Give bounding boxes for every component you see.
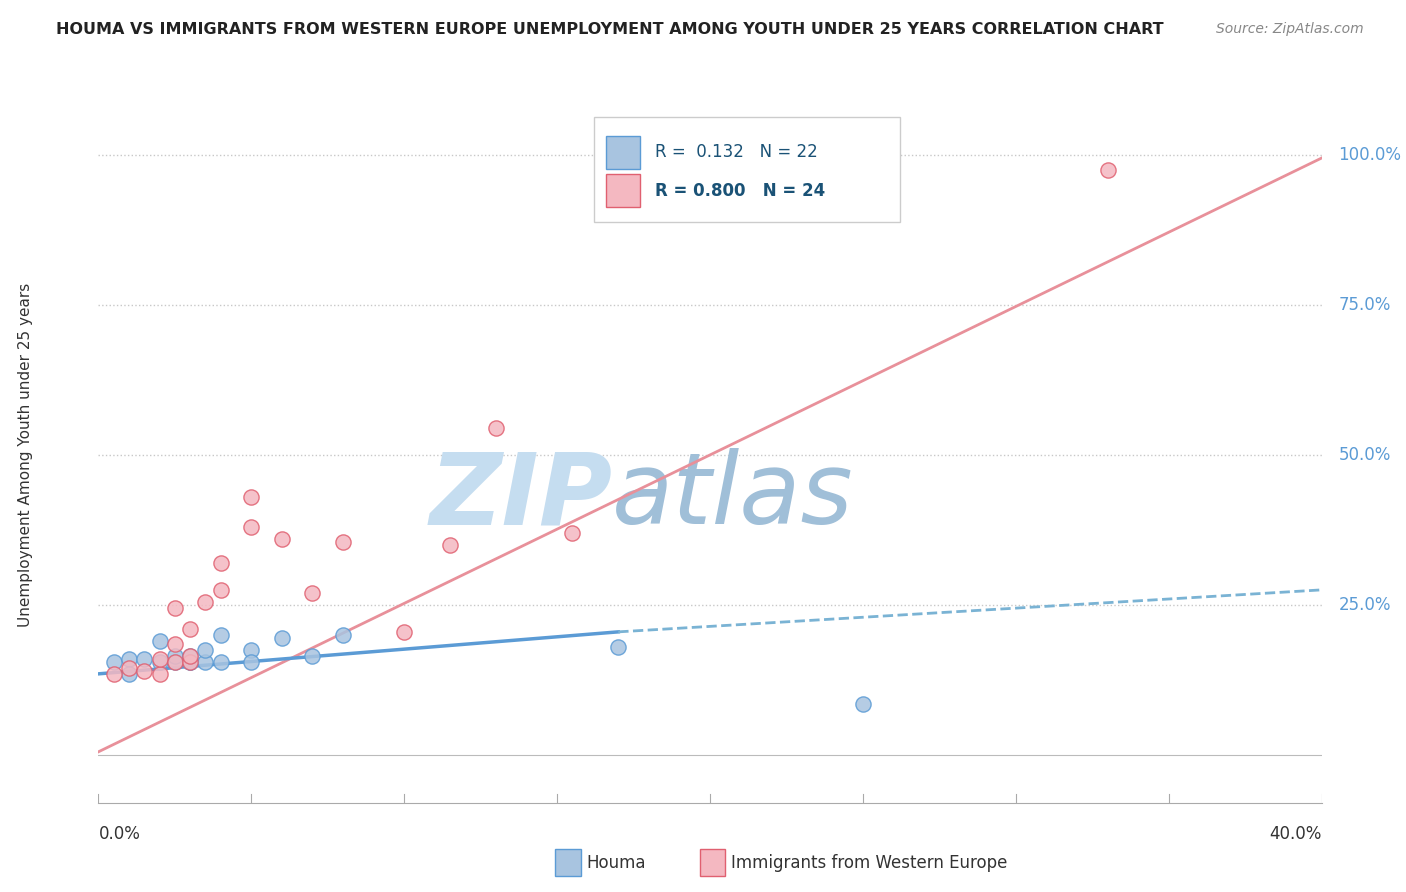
Point	[103, 655, 125, 669]
Point	[179, 655, 201, 669]
Point	[149, 652, 172, 666]
Text: 100.0%: 100.0%	[1339, 146, 1402, 164]
Point	[179, 655, 201, 669]
Point	[179, 648, 201, 663]
Point	[240, 520, 263, 534]
Point	[179, 622, 201, 636]
Point	[240, 643, 263, 657]
Text: ZIP: ZIP	[429, 448, 612, 545]
Text: 50.0%: 50.0%	[1339, 446, 1391, 464]
FancyBboxPatch shape	[593, 118, 900, 222]
Point	[485, 421, 508, 435]
Point	[163, 655, 186, 669]
Point	[163, 655, 186, 669]
Bar	[606, 174, 640, 207]
Text: HOUMA VS IMMIGRANTS FROM WESTERN EUROPE UNEMPLOYMENT AMONG YOUTH UNDER 25 YEARS : HOUMA VS IMMIGRANTS FROM WESTERN EUROPE …	[56, 22, 1164, 37]
Point	[852, 697, 875, 711]
Point	[149, 666, 172, 681]
Point	[194, 595, 217, 609]
Text: atlas: atlas	[612, 448, 853, 545]
Point	[118, 661, 141, 675]
Point	[149, 633, 172, 648]
Point	[332, 534, 354, 549]
Text: 0.0%: 0.0%	[98, 825, 141, 843]
Point	[270, 631, 292, 645]
Point	[301, 586, 323, 600]
Point	[392, 624, 416, 639]
Text: Houma: Houma	[586, 854, 645, 871]
Point	[332, 628, 354, 642]
Point	[134, 652, 156, 666]
Point	[163, 637, 186, 651]
Point	[270, 532, 292, 546]
Point	[1097, 163, 1119, 178]
Point	[179, 648, 201, 663]
Point	[179, 655, 201, 669]
Bar	[606, 136, 640, 169]
Point	[134, 664, 156, 678]
Point	[607, 640, 630, 654]
Point	[118, 666, 141, 681]
Point	[194, 655, 217, 669]
Point	[149, 655, 172, 669]
Text: Immigrants from Western Europe: Immigrants from Western Europe	[731, 854, 1008, 871]
Point	[209, 655, 232, 669]
Point	[439, 538, 461, 552]
Point	[163, 648, 186, 663]
Text: R =  0.132   N = 22: R = 0.132 N = 22	[655, 144, 818, 161]
Point	[209, 628, 232, 642]
Text: Unemployment Among Youth under 25 years: Unemployment Among Youth under 25 years	[18, 283, 32, 627]
Point	[103, 666, 125, 681]
Point	[209, 582, 232, 597]
Point	[301, 648, 323, 663]
Point	[240, 655, 263, 669]
Point	[194, 643, 217, 657]
Text: 25.0%: 25.0%	[1339, 596, 1391, 614]
Text: 75.0%: 75.0%	[1339, 296, 1391, 314]
Point	[209, 556, 232, 570]
Text: Source: ZipAtlas.com: Source: ZipAtlas.com	[1216, 22, 1364, 37]
Point	[163, 600, 186, 615]
Text: R = 0.800   N = 24: R = 0.800 N = 24	[655, 182, 825, 200]
Point	[118, 652, 141, 666]
Point	[561, 525, 583, 540]
Point	[240, 490, 263, 504]
Text: 40.0%: 40.0%	[1270, 825, 1322, 843]
